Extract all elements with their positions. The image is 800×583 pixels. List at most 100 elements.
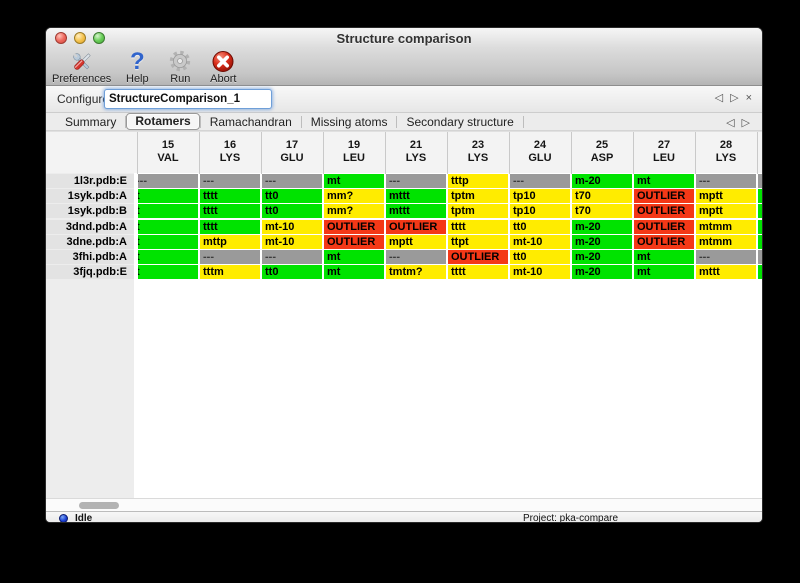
rotamer-cell[interactable]: --- <box>696 174 756 188</box>
rotamer-cell[interactable]: ttpt <box>448 234 508 249</box>
rotamer-cell[interactable]: m-20 <box>572 250 632 264</box>
rotamer-cell[interactable] <box>758 265 762 280</box>
rotamer-cell[interactable]: t <box>138 204 198 219</box>
rotamer-cell[interactable]: tptm <box>448 204 508 219</box>
rotamer-cell[interactable]: t <box>138 189 198 204</box>
rotamer-cell[interactable]: --- <box>200 250 260 264</box>
rotamer-cell[interactable]: mt-10 <box>510 265 570 280</box>
rotamer-cell[interactable] <box>758 189 762 204</box>
rotamer-cell[interactable]: mm? <box>324 189 384 204</box>
scrollbar-thumb[interactable] <box>79 502 119 509</box>
rotamer-cell[interactable]: --- <box>386 250 446 264</box>
rotamer-cell[interactable]: t70 <box>572 189 632 204</box>
rotamer-cell[interactable]: tptm <box>448 189 508 204</box>
rotamer-cell[interactable]: mt <box>324 174 384 188</box>
rotamer-cell[interactable]: mt-10 <box>262 234 322 249</box>
rotamer-cell[interactable]: mttt <box>386 189 446 204</box>
configure-name-input[interactable] <box>104 89 272 109</box>
rotamer-cell[interactable]: OUTLIER <box>634 234 694 249</box>
rotamer-cell[interactable]: mt <box>634 174 694 188</box>
rotamer-cell[interactable]: tttt <box>200 189 260 204</box>
column-header[interactable]: 25 ASP <box>590 139 614 164</box>
rotamer-cell[interactable]: tt0 <box>510 250 570 264</box>
minimize-window-button[interactable] <box>74 32 86 44</box>
rotamer-cell[interactable]: t <box>138 234 198 249</box>
abort-button[interactable]: Abort <box>206 50 240 85</box>
tab-rotamers[interactable]: Rotamers <box>126 113 200 130</box>
rotamer-cell[interactable]: t <box>138 250 198 264</box>
rotamer-cell[interactable]: --- <box>696 250 756 264</box>
rotamer-cell[interactable]: tttt <box>448 219 508 234</box>
rotamer-cell[interactable]: tt0 <box>262 265 322 280</box>
column-header[interactable]: 15 VAL <box>157 139 179 164</box>
column-header[interactable]: 21 LYS <box>405 139 427 164</box>
rotamer-cell[interactable]: m-20 <box>572 265 632 280</box>
run-button[interactable]: Run <box>163 50 197 85</box>
rotamer-cell[interactable]: mt-10 <box>510 234 570 249</box>
tab-missing-atoms[interactable]: Missing atoms <box>310 114 388 129</box>
rotamer-cell[interactable]: tttt <box>200 204 260 219</box>
rotamer-cell[interactable]: tt0 <box>262 189 322 204</box>
rotamer-cell[interactable]: tttp <box>448 174 508 188</box>
close-window-button[interactable] <box>55 32 67 44</box>
rotamer-cell[interactable]: mt <box>634 250 694 264</box>
rotamer-cell[interactable]: tttm <box>200 265 260 280</box>
nav-forward-icon[interactable]: ▷ <box>730 92 739 104</box>
rotamer-cell[interactable]: mttt <box>696 265 756 280</box>
rotamer-cell[interactable]: t <box>138 219 198 234</box>
titlebar[interactable]: Structure comparison <box>46 28 762 49</box>
rotamer-cell[interactable]: OUTLIER <box>634 204 694 219</box>
tab-scroll-left-icon[interactable]: ◁ <box>726 117 735 129</box>
rotamer-cell[interactable]: tttt <box>448 265 508 280</box>
rotamer-cell[interactable]: mt-10 <box>262 219 322 234</box>
rotamer-cell[interactable]: mptt <box>386 234 446 249</box>
zoom-window-button[interactable] <box>93 32 105 44</box>
row-header[interactable]: 1syk.pdb:B <box>46 204 134 219</box>
column-header[interactable]: 19 LEU <box>343 139 365 164</box>
tab-scroll-right-icon[interactable]: ▷ <box>741 117 750 129</box>
rotamer-cell[interactable]: --- <box>510 174 570 188</box>
preferences-button[interactable]: Preferences <box>52 50 111 85</box>
rotamer-cell[interactable] <box>758 250 762 264</box>
rotamer-cell[interactable]: mt <box>634 265 694 280</box>
row-header[interactable]: 3fhi.pdb:A <box>46 250 134 264</box>
rotamer-cell[interactable]: mptt <box>696 204 756 219</box>
rotamer-cell[interactable]: --- <box>138 174 198 188</box>
rotamer-cell[interactable]: --- <box>262 174 322 188</box>
rotamer-cell[interactable]: m-20 <box>572 234 632 249</box>
rotamer-cell[interactable]: m-20 <box>572 174 632 188</box>
rotamer-cell[interactable]: OUTLIER <box>634 219 694 234</box>
rotamer-cell[interactable]: --- <box>200 174 260 188</box>
row-header[interactable]: 3dnd.pdb:A <box>46 219 134 234</box>
rotamer-cell[interactable]: mttt <box>386 204 446 219</box>
rotamer-cell[interactable]: mt <box>324 250 384 264</box>
rotamer-cell[interactable]: tt0 <box>510 219 570 234</box>
nav-back-icon[interactable]: ◁ <box>714 92 724 104</box>
rotamer-cell[interactable]: tp10 <box>510 204 570 219</box>
rotamer-cell[interactable]: OUTLIER <box>448 250 508 264</box>
rotamer-cell[interactable]: mtmm <box>696 234 756 249</box>
rotamer-cell[interactable]: OUTLIER <box>324 219 384 234</box>
rotamer-cell[interactable]: mptt <box>696 189 756 204</box>
tab-ramachandran[interactable]: Ramachandran <box>209 114 292 129</box>
rotamer-cell[interactable]: OUTLIER <box>386 219 446 234</box>
row-header[interactable]: 3dne.pdb:A <box>46 234 134 249</box>
close-panel-icon[interactable]: × <box>745 92 752 104</box>
rotamer-cell[interactable] <box>758 204 762 219</box>
row-header[interactable]: 1l3r.pdb:E <box>46 174 134 188</box>
rotamer-cell[interactable]: mt <box>324 265 384 280</box>
column-header[interactable]: 28 LYS <box>715 139 737 164</box>
rotamer-cell[interactable]: m-20 <box>572 219 632 234</box>
column-header[interactable]: 17 GLU <box>280 139 304 164</box>
rotamer-cell[interactable]: mm? <box>324 204 384 219</box>
row-header[interactable]: 1syk.pdb:A <box>46 189 134 204</box>
rotamer-cell[interactable] <box>758 234 762 249</box>
row-header[interactable]: 3fjq.pdb:E <box>46 265 134 280</box>
column-header[interactable]: 16 LYS <box>219 139 241 164</box>
column-header[interactable]: 27 LEU <box>653 139 675 164</box>
tab-secondary-structure[interactable]: Secondary structure <box>406 114 514 129</box>
rotamer-cell[interactable]: mttp <box>200 234 260 249</box>
rotamer-cell[interactable] <box>758 174 762 188</box>
rotamer-cell[interactable]: mtmm <box>696 219 756 234</box>
rotamer-cell[interactable]: t70 <box>572 204 632 219</box>
